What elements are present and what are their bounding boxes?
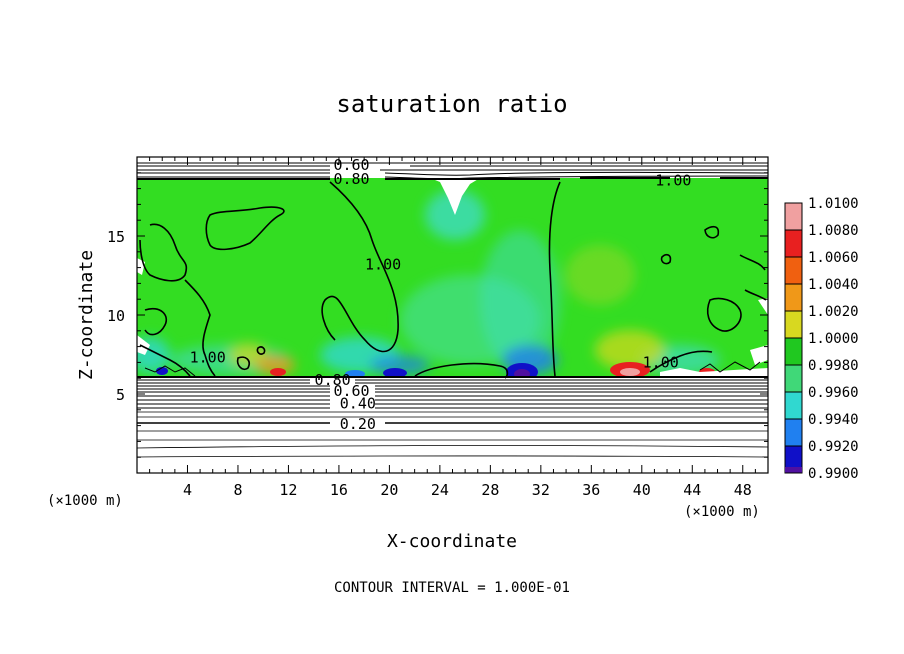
y-tick-label: 15: [107, 228, 125, 246]
colorbar-swatch: [785, 257, 802, 284]
colorbar-swatch: [785, 203, 802, 230]
colorbar-label: 1.0000: [808, 331, 859, 347]
x-tick-label: 32: [532, 481, 550, 499]
colorbar-label: 1.0020: [808, 304, 859, 320]
colorbar-label: 0.9940: [808, 412, 859, 428]
x-tick-label: 12: [279, 481, 297, 499]
y-tick-label: 10: [107, 307, 125, 325]
field-variation: [137, 190, 720, 375]
colorbar-label: 1.0080: [808, 223, 859, 239]
colorbar-swatch: [785, 392, 802, 419]
x-tick-label: 36: [582, 481, 600, 499]
contour-label: 1.00: [190, 349, 226, 367]
x-tick-label: 44: [683, 481, 701, 499]
upper-contours: [137, 162, 768, 180]
x-tick-label: 48: [734, 481, 752, 499]
colorbar-swatch: [785, 365, 802, 392]
contour-interval-note: CONTOUR INTERVAL = 1.000E-01: [334, 580, 570, 596]
colorbar-swatch: [785, 446, 802, 473]
x-tick-label: 20: [380, 481, 398, 499]
saturation-field: [137, 157, 768, 473]
chart-title: saturation ratio: [336, 90, 567, 118]
colorbar-label: 0.9920: [808, 439, 859, 455]
colorbar-swatch: [785, 338, 802, 365]
colorbar-label: 0.9980: [808, 358, 859, 374]
colorbar-label: 1.0060: [808, 250, 859, 266]
x-axis-label: X-coordinate: [387, 531, 517, 552]
colorbar-swatch: [785, 284, 802, 311]
contour-label: 0.20: [340, 415, 376, 433]
contour-label: 0.60: [333, 156, 369, 174]
colorbar-label: 0.9900: [808, 466, 859, 482]
unsaturated-notch: [430, 178, 480, 215]
colorbar: 1.0100 1.0080 1.0060 1.0040 1.0020 1.0000 0.99…: [784, 196, 859, 482]
contour-label: 1.00: [643, 353, 679, 371]
colorbar-swatch: [785, 311, 802, 338]
x-unit-right: (×1000 m): [684, 504, 760, 520]
x-unit-left: (×1000 m): [47, 493, 123, 509]
y-axis-label: Z-coordinate: [76, 250, 97, 380]
contour-label: 0.40: [340, 394, 376, 412]
colorbar-swatch: [785, 230, 802, 257]
x-tick-label: 16: [330, 481, 348, 499]
contour-labels: 0.600.80 1.001.001.00 1.000.800.600.400.20: [190, 156, 692, 433]
x-tick-label: 28: [481, 481, 499, 499]
colorbar-label: 0.9960: [808, 385, 859, 401]
colorbar-label: 1.0040: [808, 277, 859, 293]
colorbar-swatch-min: [785, 467, 802, 473]
contour-label: 1.00: [365, 255, 401, 273]
contour-label: 1.00: [655, 172, 691, 190]
x-tick-label: 40: [633, 481, 651, 499]
contour-label: 0.60: [333, 382, 369, 400]
x-tick-label: 4: [183, 481, 192, 499]
x-tick-label: 24: [431, 481, 449, 499]
one-contours: [139, 181, 767, 379]
colorbar-swatch: [785, 419, 802, 446]
colorbar-label: 1.0100: [808, 196, 859, 212]
lower-contours: [137, 376, 768, 458]
x-tick-label: 8: [233, 481, 242, 499]
contour-label: 0.80: [333, 170, 369, 188]
contour-label: 0.80: [315, 371, 351, 389]
y-tick-label: 5: [116, 386, 125, 404]
